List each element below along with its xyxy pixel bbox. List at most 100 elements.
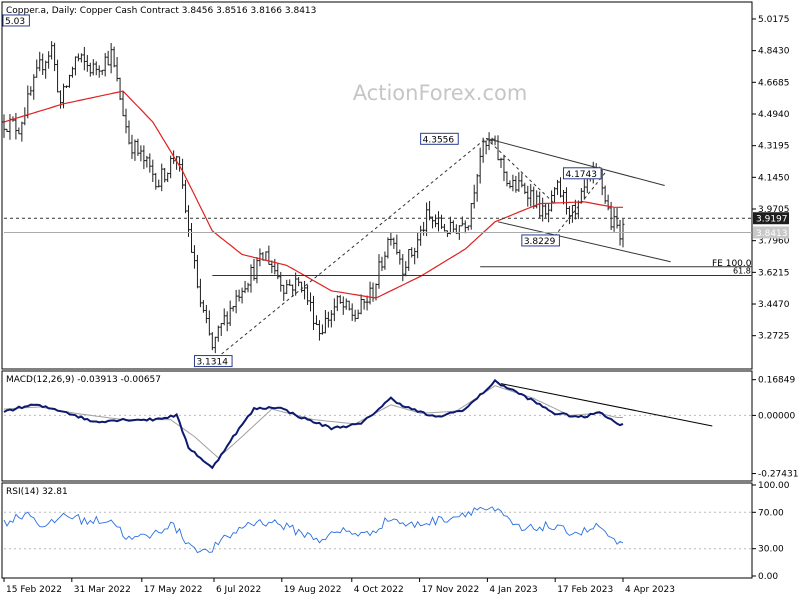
price-bar	[323, 310, 327, 334]
price-bar	[246, 282, 250, 293]
price-bar	[279, 271, 283, 292]
price-bar	[529, 183, 533, 207]
price-bar	[312, 295, 316, 331]
price-bar	[508, 180, 512, 189]
price-bar	[255, 257, 259, 284]
price-bar	[115, 57, 119, 82]
close-value: 3.8413	[285, 6, 317, 16]
mid-low-label-box	[521, 234, 560, 247]
price-bar	[371, 282, 375, 302]
price-bar	[407, 248, 411, 271]
price-bar	[252, 258, 256, 281]
price-tick-label: 4.3195	[758, 142, 790, 152]
price-bar	[26, 85, 30, 119]
price-bar	[570, 204, 574, 223]
price-bar	[621, 219, 625, 248]
price-bar	[276, 263, 280, 280]
price-axis: 5.0175 4.8430 4.6685 4.4940 4.3195 4.1450 3.97…	[752, 15, 790, 342]
price-bar	[556, 179, 560, 196]
macd-axis: 0.16849 0.00000 -0.27431	[752, 376, 798, 480]
price-bar	[329, 310, 333, 328]
price-bar	[317, 320, 321, 341]
macd-plot	[3, 378, 752, 470]
time-tick-label: 4 Jan 2023	[489, 585, 537, 595]
price-bar	[20, 121, 24, 142]
price-bar	[422, 221, 426, 236]
open-value: 3.8456	[182, 6, 214, 16]
rsi-tick-label: 30.00	[758, 545, 784, 555]
price-bar	[234, 289, 238, 314]
price-bar	[151, 159, 155, 183]
price-tick-label: 3.9705	[758, 205, 790, 215]
price-bar	[436, 211, 440, 232]
mid-high-label: 4.1743	[565, 170, 597, 180]
channel-lower-line	[497, 221, 671, 263]
time-tick-label: 17 Feb 2023	[557, 585, 613, 595]
price-bar	[192, 245, 196, 269]
price-bar	[240, 287, 244, 304]
price-bar	[47, 51, 51, 69]
price-bar	[53, 42, 57, 72]
price-bar	[148, 153, 152, 173]
price-bar	[44, 60, 48, 79]
price-bar	[264, 251, 268, 261]
trend-dotted-line	[554, 172, 606, 237]
price-bar	[231, 306, 235, 312]
level-price-tag-bg	[753, 212, 789, 225]
time-tick-label: 31 Mar 2022	[74, 585, 131, 595]
price-bar	[573, 199, 577, 220]
macd-tick-label: 0.00000	[758, 411, 795, 421]
price-bar	[139, 145, 143, 162]
price-bar	[567, 206, 571, 225]
price-bar	[237, 289, 241, 302]
price-bar	[472, 184, 476, 209]
price-bar	[496, 135, 500, 161]
price-bar	[157, 179, 161, 188]
price-bar	[222, 308, 226, 326]
price-bar	[181, 158, 185, 189]
low-label: 3.1314	[196, 358, 228, 368]
price-bar	[216, 325, 220, 342]
price-bar	[362, 298, 366, 310]
price-bar	[109, 42, 113, 74]
price-bar	[553, 187, 557, 204]
price-bar	[169, 155, 173, 179]
price-bar	[73, 56, 77, 76]
price-bar	[213, 336, 217, 354]
price-bar	[561, 189, 565, 205]
price-bar	[273, 258, 277, 275]
price-bar	[303, 280, 307, 300]
price-bar	[463, 220, 467, 234]
price-tick-label: 3.6215	[758, 268, 790, 278]
price-plot	[2, 41, 625, 354]
price-bar	[541, 197, 545, 222]
price-bar	[389, 232, 393, 246]
price-bar	[338, 295, 342, 304]
price-bar	[106, 50, 110, 66]
price-bar	[383, 251, 387, 270]
price-bar	[178, 156, 182, 172]
price-panel-frame	[1, 1, 753, 370]
price-bar	[606, 194, 610, 211]
price-bar	[306, 285, 310, 306]
price-bar	[2, 114, 6, 138]
price-bar	[50, 41, 54, 60]
watermark: ActionForex.com	[353, 81, 528, 105]
price-bar	[359, 294, 363, 315]
price-bar	[314, 315, 318, 326]
price-bar	[386, 237, 390, 259]
price-bar	[439, 214, 443, 230]
price-bar	[97, 65, 101, 78]
rsi-plot	[3, 506, 752, 554]
price-bar	[127, 120, 131, 145]
high-value: 3.8516	[216, 6, 248, 16]
price-bar	[85, 54, 89, 72]
time-tick-label: 4 Oct 2022	[354, 585, 404, 595]
macd-line	[3, 378, 624, 470]
price-bar	[451, 220, 455, 233]
price-bar	[448, 216, 452, 235]
price-bar	[145, 155, 149, 168]
price-bar	[368, 281, 372, 305]
price-bar	[392, 237, 396, 249]
